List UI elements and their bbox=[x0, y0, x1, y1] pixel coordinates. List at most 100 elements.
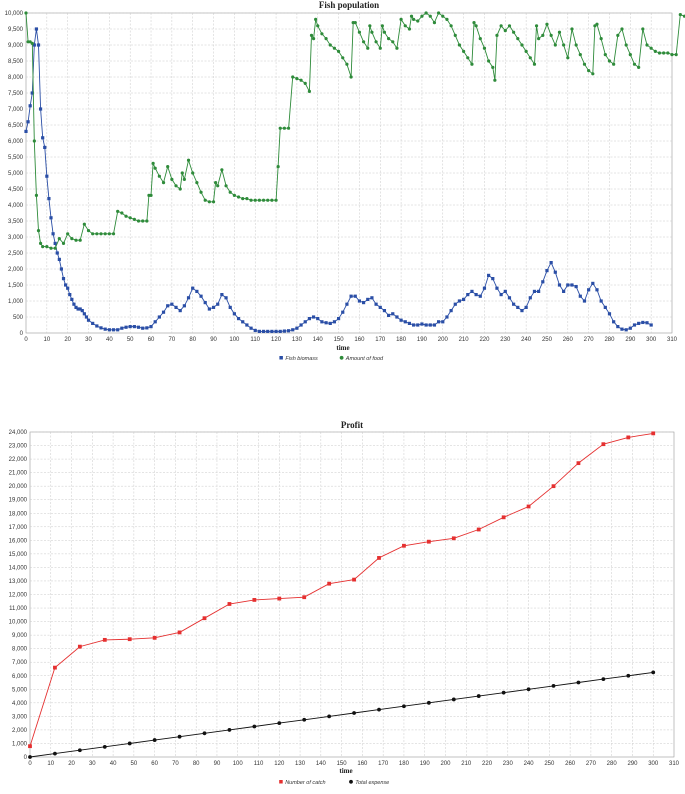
y-tick-label: 0 bbox=[20, 331, 24, 337]
x-tick-label: 160 bbox=[354, 337, 365, 343]
series-fish-biomass bbox=[24, 27, 653, 333]
data-point bbox=[307, 89, 312, 93]
x-tick-label: 270 bbox=[584, 337, 595, 343]
data-point bbox=[616, 33, 620, 38]
y-tick-label: 0 bbox=[24, 755, 28, 761]
data-point bbox=[470, 62, 474, 66]
data-point bbox=[528, 56, 532, 60]
data-point bbox=[620, 327, 624, 331]
data-point bbox=[545, 269, 549, 273]
x-tick-label: 200 bbox=[440, 761, 451, 767]
data-point bbox=[166, 304, 170, 308]
data-point bbox=[82, 312, 86, 316]
data-point bbox=[236, 317, 241, 321]
series-line bbox=[29, 432, 654, 747]
data-point bbox=[378, 305, 382, 309]
data-point bbox=[102, 637, 107, 642]
data-point bbox=[332, 320, 337, 324]
data-point bbox=[224, 184, 228, 188]
data-point bbox=[66, 286, 70, 290]
data-point bbox=[466, 56, 470, 60]
data-point bbox=[274, 329, 278, 333]
data-point bbox=[41, 136, 45, 140]
data-point bbox=[457, 43, 462, 47]
data-point bbox=[616, 325, 620, 329]
data-point bbox=[95, 232, 99, 236]
y-tick-label: 2,000 bbox=[8, 267, 24, 273]
data-point bbox=[266, 198, 270, 202]
y-tick-label: 14,000 bbox=[9, 565, 28, 571]
y-tick-label: 5,000 bbox=[12, 687, 28, 693]
data-point bbox=[252, 598, 257, 602]
data-point bbox=[386, 37, 391, 41]
x-tick-label: 120 bbox=[274, 761, 285, 767]
y-tick-label: 22,000 bbox=[9, 457, 28, 463]
legend-label: Number of catch bbox=[285, 780, 325, 786]
data-point bbox=[103, 327, 107, 331]
x-tick-label: 10 bbox=[47, 761, 54, 767]
data-point bbox=[516, 305, 520, 309]
data-point bbox=[270, 329, 274, 333]
data-point bbox=[202, 616, 207, 621]
data-point bbox=[276, 165, 280, 169]
data-point bbox=[449, 24, 453, 28]
data-point bbox=[620, 27, 624, 31]
data-point bbox=[607, 59, 612, 63]
data-point bbox=[174, 305, 178, 309]
data-point bbox=[327, 714, 332, 719]
data-point bbox=[28, 755, 32, 759]
data-point bbox=[612, 320, 616, 324]
data-point bbox=[501, 690, 506, 695]
x-tick-label: 30 bbox=[85, 337, 92, 343]
data-point bbox=[595, 288, 599, 292]
data-point bbox=[136, 325, 141, 329]
data-point bbox=[449, 309, 453, 313]
x-tick-label: 210 bbox=[461, 761, 472, 767]
data-point bbox=[428, 323, 432, 327]
data-point bbox=[132, 217, 136, 221]
data-point bbox=[557, 30, 562, 34]
data-point bbox=[72, 302, 76, 306]
x-tick-label: 290 bbox=[625, 337, 636, 343]
y-tick-label: 4,000 bbox=[12, 701, 28, 707]
data-point bbox=[537, 289, 541, 293]
x-tick-label: 100 bbox=[233, 761, 244, 767]
x-tick-label: 250 bbox=[542, 337, 553, 343]
data-point bbox=[516, 37, 520, 41]
data-point bbox=[107, 328, 111, 332]
data-point bbox=[70, 297, 74, 301]
data-point bbox=[170, 302, 174, 306]
data-point bbox=[82, 222, 86, 226]
data-point bbox=[278, 126, 282, 130]
data-point bbox=[34, 193, 39, 197]
y-tick-label: 6,000 bbox=[12, 674, 28, 680]
data-point bbox=[141, 219, 145, 223]
data-point bbox=[645, 321, 649, 325]
data-point bbox=[545, 22, 549, 26]
data-point bbox=[380, 24, 384, 28]
data-point bbox=[166, 165, 170, 169]
data-point bbox=[316, 24, 320, 28]
data-point bbox=[391, 312, 395, 316]
data-point bbox=[38, 241, 43, 245]
data-point bbox=[211, 200, 216, 204]
data-point bbox=[311, 315, 316, 319]
data-point bbox=[402, 543, 406, 548]
data-point bbox=[432, 323, 437, 327]
data-point bbox=[591, 281, 595, 285]
x-tick-label: 270 bbox=[586, 761, 597, 767]
data-point bbox=[55, 251, 59, 255]
y-tick-label: 8,000 bbox=[12, 647, 28, 653]
data-point bbox=[453, 302, 457, 306]
data-point bbox=[53, 751, 57, 756]
x-tick-label: 110 bbox=[254, 761, 264, 767]
x-tick-label: 120 bbox=[271, 337, 282, 343]
series-amount-of-food bbox=[24, 11, 685, 250]
data-point bbox=[632, 62, 637, 66]
data-point bbox=[493, 78, 497, 82]
x-tick-label: 280 bbox=[607, 761, 618, 767]
x-tick-label: 190 bbox=[420, 761, 431, 767]
x-tick-label: 210 bbox=[459, 337, 470, 343]
data-point bbox=[512, 302, 516, 306]
data-point bbox=[111, 328, 116, 332]
